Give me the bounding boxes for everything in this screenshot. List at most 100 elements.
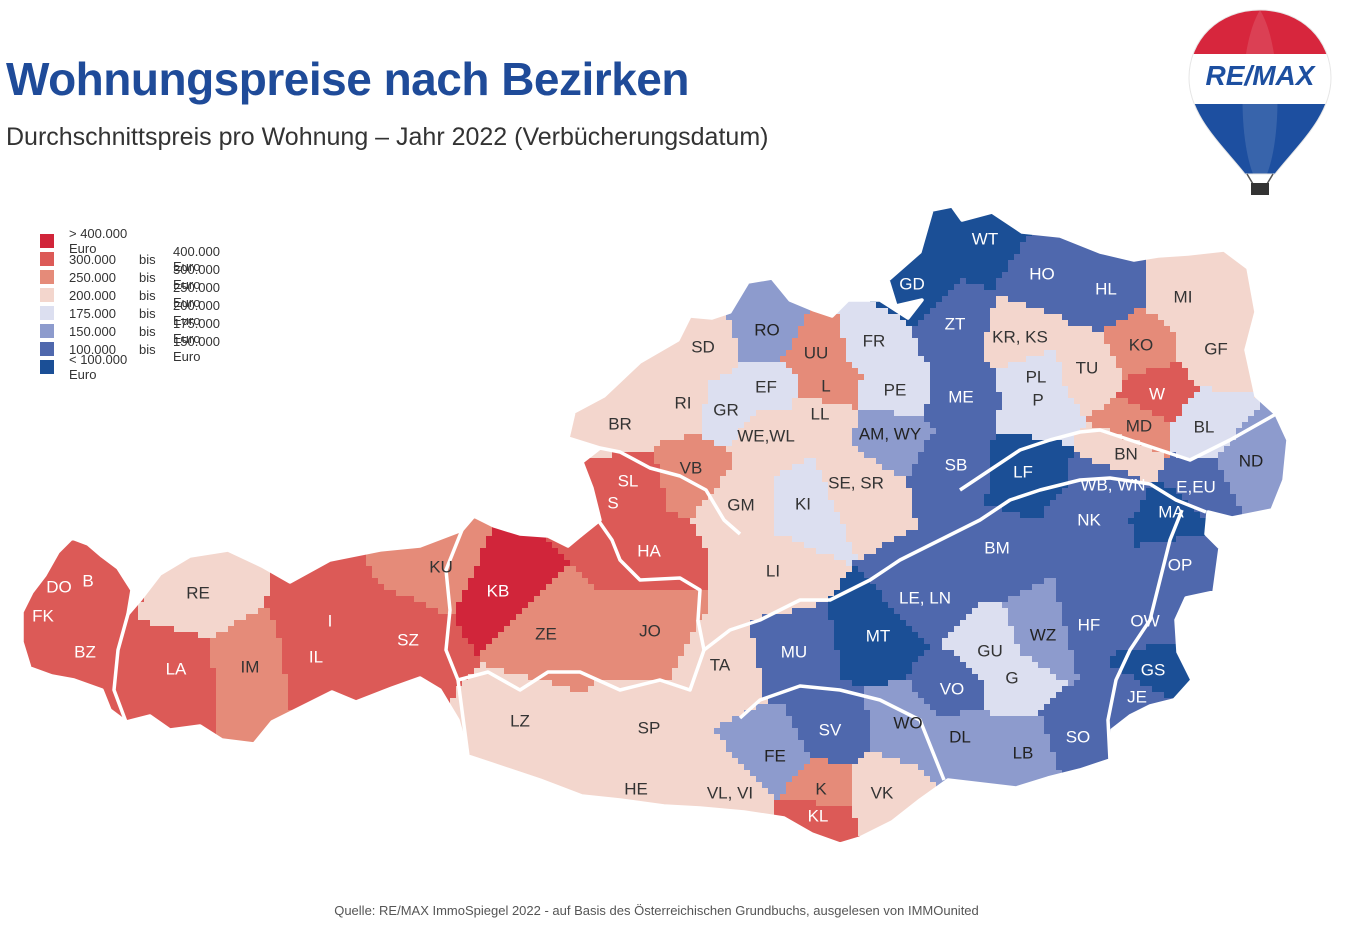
district-area-cell bbox=[972, 350, 979, 357]
district-area-cell bbox=[786, 362, 793, 369]
district-area-cell bbox=[930, 326, 937, 333]
district-area-cell bbox=[966, 368, 973, 375]
district-area-cell bbox=[1050, 464, 1057, 471]
district-area-cell bbox=[1086, 386, 1093, 393]
district-area-cell bbox=[1050, 452, 1057, 459]
district-area-cell bbox=[936, 320, 943, 327]
district-area-cell bbox=[1104, 362, 1111, 369]
district-area-cell bbox=[876, 452, 883, 459]
district-area-cell bbox=[720, 440, 727, 447]
district-area-cell bbox=[1182, 458, 1189, 465]
district-area-cell bbox=[984, 404, 991, 411]
district-area-cell bbox=[1242, 266, 1249, 273]
district-area-cell bbox=[606, 452, 613, 459]
district-area-cell bbox=[1164, 344, 1171, 351]
district-area-cell bbox=[1002, 524, 1009, 531]
district-area-cell bbox=[774, 458, 781, 465]
district-area-cell bbox=[726, 320, 733, 327]
district-area-cell bbox=[1104, 350, 1111, 357]
district-area-cell bbox=[630, 446, 637, 453]
district-area-cell bbox=[1020, 248, 1027, 255]
district-area-cell bbox=[1056, 290, 1063, 297]
district-area-cell bbox=[1176, 416, 1183, 423]
district-area-cell bbox=[972, 398, 979, 405]
district-area-cell bbox=[1080, 458, 1087, 465]
district-area-cell bbox=[1206, 476, 1213, 483]
district-area-cell bbox=[804, 434, 811, 441]
district-area-cell bbox=[1032, 338, 1039, 345]
district-area-cell bbox=[1182, 512, 1189, 519]
district-area-cell bbox=[780, 422, 787, 429]
district-area-cell bbox=[1134, 374, 1141, 381]
district-area-cell bbox=[876, 476, 883, 483]
district-area-cell bbox=[936, 506, 943, 513]
district-area-cell bbox=[906, 524, 913, 531]
district-area-cell bbox=[1014, 500, 1021, 507]
district-area-cell bbox=[942, 218, 949, 225]
district-area-cell bbox=[1044, 482, 1051, 489]
district-area-cell bbox=[1218, 344, 1225, 351]
district-area-cell bbox=[894, 482, 901, 489]
district-area-cell bbox=[996, 332, 1003, 339]
district-area-cell bbox=[1020, 242, 1027, 249]
district-area-cell bbox=[870, 470, 877, 477]
district-area-cell bbox=[1068, 512, 1075, 519]
district-area-cell bbox=[1092, 338, 1099, 345]
district-area-cell bbox=[1248, 476, 1255, 483]
district-area-cell bbox=[1134, 368, 1141, 375]
district-area-cell bbox=[636, 374, 643, 381]
district-area-cell bbox=[984, 218, 991, 225]
district-area-cell bbox=[648, 524, 655, 531]
district-area-cell bbox=[1188, 422, 1195, 429]
district-area-cell bbox=[690, 380, 697, 387]
district-area-cell bbox=[918, 254, 925, 261]
district-area-cell bbox=[1050, 338, 1057, 345]
district-area-cell bbox=[900, 296, 907, 303]
district-area-cell bbox=[1200, 284, 1207, 291]
district-area-cell bbox=[702, 452, 709, 459]
district-area-cell bbox=[960, 272, 967, 279]
district-area-cell bbox=[834, 386, 841, 393]
district-area-cell bbox=[864, 410, 871, 417]
district-area-cell bbox=[696, 332, 703, 339]
district-area-cell bbox=[1152, 332, 1159, 339]
district-area-cell bbox=[882, 452, 889, 459]
district-area-cell bbox=[756, 410, 763, 417]
district-area-cell bbox=[744, 326, 751, 333]
district-area-cell bbox=[888, 464, 895, 471]
district-area-cell bbox=[1170, 254, 1177, 261]
district-area-cell bbox=[600, 464, 607, 471]
district-area-cell bbox=[1098, 296, 1105, 303]
district-area-cell bbox=[1176, 266, 1183, 273]
district-area-cell bbox=[972, 302, 979, 309]
district-area-cell bbox=[750, 512, 757, 519]
district-area-cell bbox=[1098, 254, 1105, 261]
district-area-cell bbox=[732, 434, 739, 441]
district-area-cell bbox=[1230, 464, 1237, 471]
district-area-cell bbox=[1032, 350, 1039, 357]
district-area-cell bbox=[1080, 500, 1087, 507]
district-area-cell bbox=[906, 362, 913, 369]
district-area-cell bbox=[678, 476, 685, 483]
district-area-cell bbox=[792, 428, 799, 435]
district-area-cell bbox=[840, 332, 847, 339]
district-area-cell bbox=[1176, 476, 1183, 483]
district-area-cell bbox=[666, 464, 673, 471]
district-area-cell bbox=[762, 374, 769, 381]
district-area-cell bbox=[1182, 332, 1189, 339]
district-area-cell bbox=[1056, 398, 1063, 405]
district-area-cell bbox=[1080, 374, 1087, 381]
district-area-cell bbox=[930, 278, 937, 285]
district-area-cell bbox=[738, 482, 745, 489]
district-area-cell bbox=[756, 386, 763, 393]
district-area-cell bbox=[1170, 518, 1177, 525]
district-area-cell bbox=[762, 326, 769, 333]
district-area-cell bbox=[966, 506, 973, 513]
district-area-cell bbox=[1218, 284, 1225, 291]
district-area-cell bbox=[1164, 458, 1171, 465]
district-area-cell bbox=[648, 500, 655, 507]
district-area-cell bbox=[672, 374, 679, 381]
district-area-cell bbox=[690, 404, 697, 411]
district-area-cell bbox=[1182, 314, 1189, 321]
district-area-cell bbox=[1206, 260, 1213, 267]
